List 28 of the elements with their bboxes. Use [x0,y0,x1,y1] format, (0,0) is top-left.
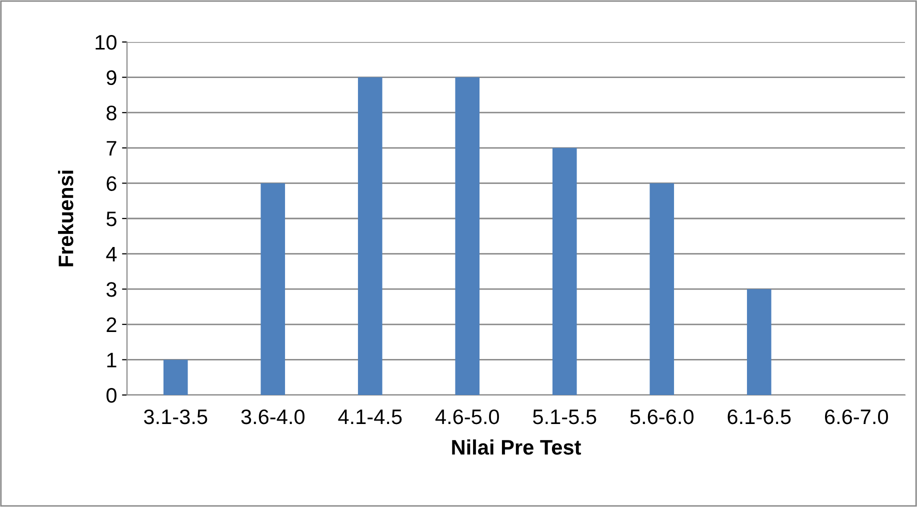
x-tick-label: 3.6-4.0 [241,409,304,424]
bar [163,360,188,395]
y-tick-label: 8 [106,106,116,120]
bar [358,77,382,395]
y-tick-label: 9 [106,70,116,86]
x-tick-label: 3.1-3.5 [144,409,208,424]
x-tick-label: 6.6-7.0 [825,409,888,424]
bar [552,148,577,395]
bar [455,77,480,395]
y-tick-label: 0 [106,388,116,403]
x-tick-label: 4.1-4.5 [338,410,402,424]
x-tick-label: 6.1-6.5 [728,409,791,424]
y-tick-label: 4 [106,247,117,262]
bar [260,183,286,395]
y-tick-label: 2 [106,317,116,332]
x-tick-label: 5.6-6.0 [630,409,694,424]
y-tick-label: 7 [106,141,116,156]
x-tick-label: 5.1-5.5 [533,410,596,424]
y-axis-title: Frekuensi [58,170,74,266]
bar [746,289,772,395]
y-tick-label: 6 [106,176,116,191]
y-tick-label: 3 [106,282,116,297]
y-tick-label: 5 [106,212,116,226]
y-tick-label: 10 [96,35,116,50]
x-tick-label: 4.6-5.0 [435,409,499,424]
y-tick-label: 1 [107,352,116,368]
bar [650,183,674,395]
x-axis-title: Nilai Pre Test [452,439,581,455]
